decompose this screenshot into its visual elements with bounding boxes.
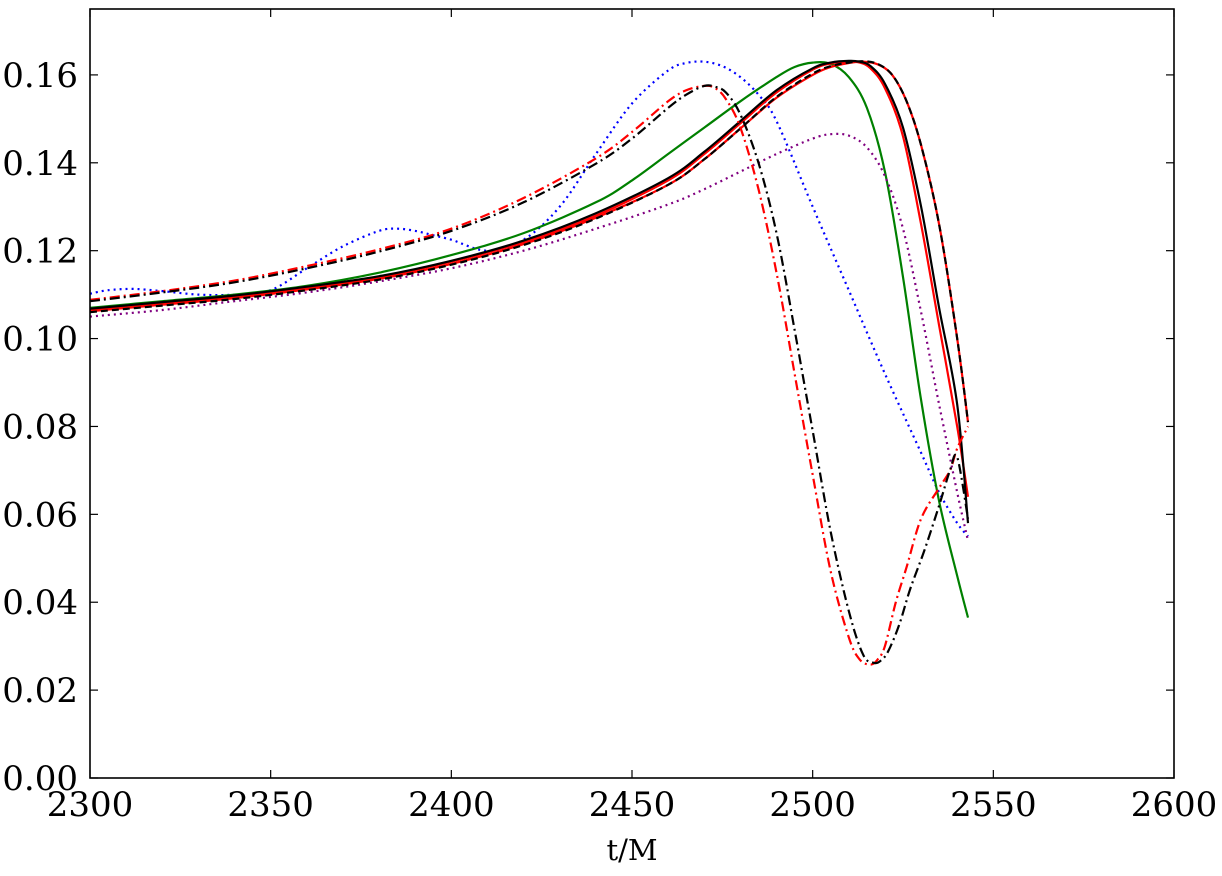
- y-tick-label: 0.06: [2, 495, 78, 535]
- series-line-3: [89, 132, 970, 541]
- plot-frame: [89, 8, 1175, 779]
- y-tick-label: 0.12: [2, 232, 78, 272]
- x-tick-label: 2350: [227, 785, 314, 825]
- series-line-9: [89, 84, 970, 665]
- y-tick-label: 0.14: [2, 144, 78, 184]
- x-tick-label: 2550: [950, 785, 1037, 825]
- x-tick-label: 2600: [1131, 785, 1218, 825]
- y-tick-label: 0.16: [2, 56, 78, 96]
- y-tick-label: 0.02: [2, 671, 78, 711]
- y-tick-label: 0.04: [2, 583, 78, 623]
- plot-background: [90, 9, 1174, 778]
- x-tick-label: 2400: [408, 785, 495, 825]
- series-line-6: [89, 59, 970, 524]
- series-line-7: [89, 60, 970, 423]
- x-tick-label: 2450: [589, 785, 676, 825]
- x-tick-label: 2300: [47, 785, 134, 825]
- series-line-2: [89, 61, 970, 618]
- series-layer: [89, 59, 970, 666]
- x-tick-label: 2500: [769, 785, 856, 825]
- tick-label-layer: 2300 2350 2400 2450 2500 2550 2600 0.00 0.02 0.04…: [2, 56, 1217, 825]
- series-line-8: [89, 84, 969, 666]
- y-tick-label: 0.00: [2, 759, 78, 799]
- y-tick-label: 0.10: [2, 320, 78, 360]
- y-tick-label: 0.08: [2, 407, 78, 447]
- x-axis-label: t/M: [606, 833, 657, 867]
